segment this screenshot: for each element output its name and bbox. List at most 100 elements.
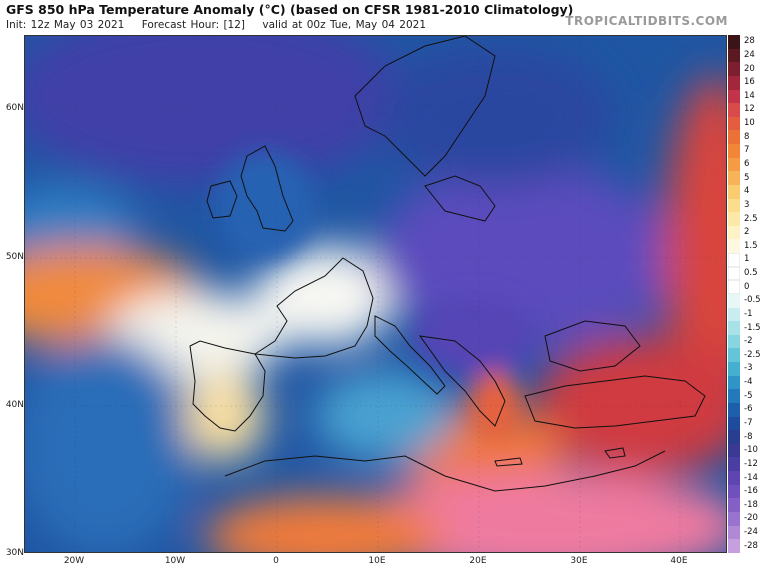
coast-baltic (424, 175, 496, 222)
colorbar-swatch (728, 498, 740, 512)
lat-label-40n: 40N (5, 400, 24, 410)
colorbar-swatch (728, 253, 740, 267)
colorbar-label: 28 (744, 36, 755, 47)
lon-label-40e: 40E (670, 556, 688, 566)
coast-italy (374, 315, 446, 395)
colorbar-swatch (728, 416, 740, 431)
colorbar-label: 8 (744, 131, 750, 142)
colorbar-label: -18 (744, 499, 758, 510)
colorbar-swatch (728, 225, 740, 240)
valid-time: valid at 00z Tue, May 04 2021 (262, 19, 427, 31)
colorbar-label: 2.5 (744, 213, 758, 224)
anomaly-map-graphic (25, 36, 726, 552)
colorbar-label: -14 (744, 472, 758, 483)
lat-label-60n: 60N (5, 103, 24, 113)
lat-label-50n: 50N (5, 252, 24, 262)
lat-label-30n: 30N (5, 548, 24, 558)
colorbar-label: -16 (744, 486, 758, 497)
colorbar-swatch (728, 116, 740, 131)
colorbar-swatch (728, 48, 740, 63)
lon-label-0: 0 (273, 556, 279, 566)
colorbar-label: -8 (744, 431, 753, 442)
colorbar-swatch (728, 198, 740, 213)
colorbar-label: 4 (744, 186, 750, 197)
brand-watermark: TROPICALTIDBITS.COM (565, 14, 728, 28)
colorbar-swatch (728, 171, 740, 185)
colorbar-labels: 28 24 20 16 14 12 10 8 7 6 5 4 3 2.5 2 1.5 1 0.5 0 -0.5 -1 -1… (744, 35, 768, 553)
colorbar-swatch (728, 484, 740, 499)
colorbar-swatch (728, 266, 740, 281)
colorbar-swatch (728, 362, 740, 376)
colorbar-label: -6 (744, 404, 753, 415)
colorbar-swatch (728, 457, 740, 471)
colorbar-swatch (728, 212, 740, 226)
greece-orange (470, 371, 520, 441)
colorbar-label: -7 (744, 418, 753, 428)
colorbar-swatch (728, 239, 740, 253)
colorbar-swatch (728, 62, 740, 76)
colorbar-swatch (728, 89, 740, 104)
colorbar-label: 3 (744, 199, 750, 210)
colorbar-label: -5 (744, 390, 753, 401)
colorbar-swatch (728, 402, 740, 417)
colorbar-label: 10 (744, 118, 755, 129)
colorbar-label: -10 (744, 445, 758, 456)
france-white (255, 246, 395, 346)
colorbar-label: 12 (744, 104, 755, 115)
scandinavia-blue (375, 46, 615, 186)
colorbar-swatch (728, 321, 740, 335)
map-title: GFS 850 hPa Temperature Anomaly (°C) (ba… (6, 2, 574, 17)
colorbar-label: 16 (744, 77, 755, 88)
colorbar-label: -20 (744, 513, 758, 524)
colorbar (728, 35, 740, 553)
uk-blue (215, 151, 315, 261)
med-blue (315, 371, 455, 461)
coast-iberia (189, 340, 266, 432)
coast-turkey (524, 375, 706, 429)
colorbar-swatch (728, 144, 740, 158)
coast-scandinavia (354, 36, 496, 177)
west-atlantic-blue (25, 336, 195, 552)
colorbar-label: 14 (744, 90, 755, 101)
colorbar-label: -1 (744, 308, 753, 319)
lon-label-20e: 20E (469, 556, 487, 566)
anomaly-map (24, 35, 727, 553)
colorbar-label: 0.5 (744, 268, 758, 279)
coast-north-africa (224, 450, 666, 492)
lon-label-10w: 10W (164, 556, 186, 566)
coast-balkans (418, 335, 506, 427)
sahara-orange (205, 496, 445, 552)
coast-cyprus (604, 447, 626, 459)
iberia-warm (185, 371, 265, 461)
init-time: Init: 12z May 03 2021 (6, 19, 125, 31)
colorbar-swatch (728, 293, 740, 308)
colorbar-label: -1.5 (744, 322, 761, 333)
lon-label-20w: 20W (63, 556, 85, 566)
balkan-purple (415, 296, 535, 376)
colorbar-swatch (728, 348, 740, 362)
colorbar-label: 0 (744, 281, 750, 292)
colorbar-swatch (728, 430, 740, 444)
colorbar-swatch (728, 539, 740, 553)
north-purple-anomaly (25, 36, 405, 186)
colorbar-label: -2.5 (744, 349, 761, 360)
colorbar-label: -12 (744, 458, 758, 469)
colorbar-swatch (728, 35, 740, 49)
colorbar-label: -28 (744, 540, 758, 551)
lon-label-10e: 10E (368, 556, 386, 566)
colorbar-swatch (728, 130, 740, 144)
colorbar-swatch (728, 471, 740, 485)
colorbar-label: 6 (744, 159, 750, 169)
colorbar-label: -24 (744, 527, 758, 538)
colorbar-label: -3 (744, 363, 753, 374)
lon-label-30e: 30E (570, 556, 588, 566)
colorbar-swatch (728, 184, 740, 199)
colorbar-label: 1 (744, 254, 750, 265)
map-subtitle: Init: 12z May 03 2021 Forecast Hour: [12… (6, 19, 426, 31)
land-outlines (189, 36, 706, 492)
colorbar-swatch (728, 334, 740, 349)
grid-lines (25, 36, 726, 552)
colorbar-swatch (728, 511, 740, 526)
colorbar-label: -4 (744, 377, 753, 388)
colorbar-swatch (728, 375, 740, 390)
